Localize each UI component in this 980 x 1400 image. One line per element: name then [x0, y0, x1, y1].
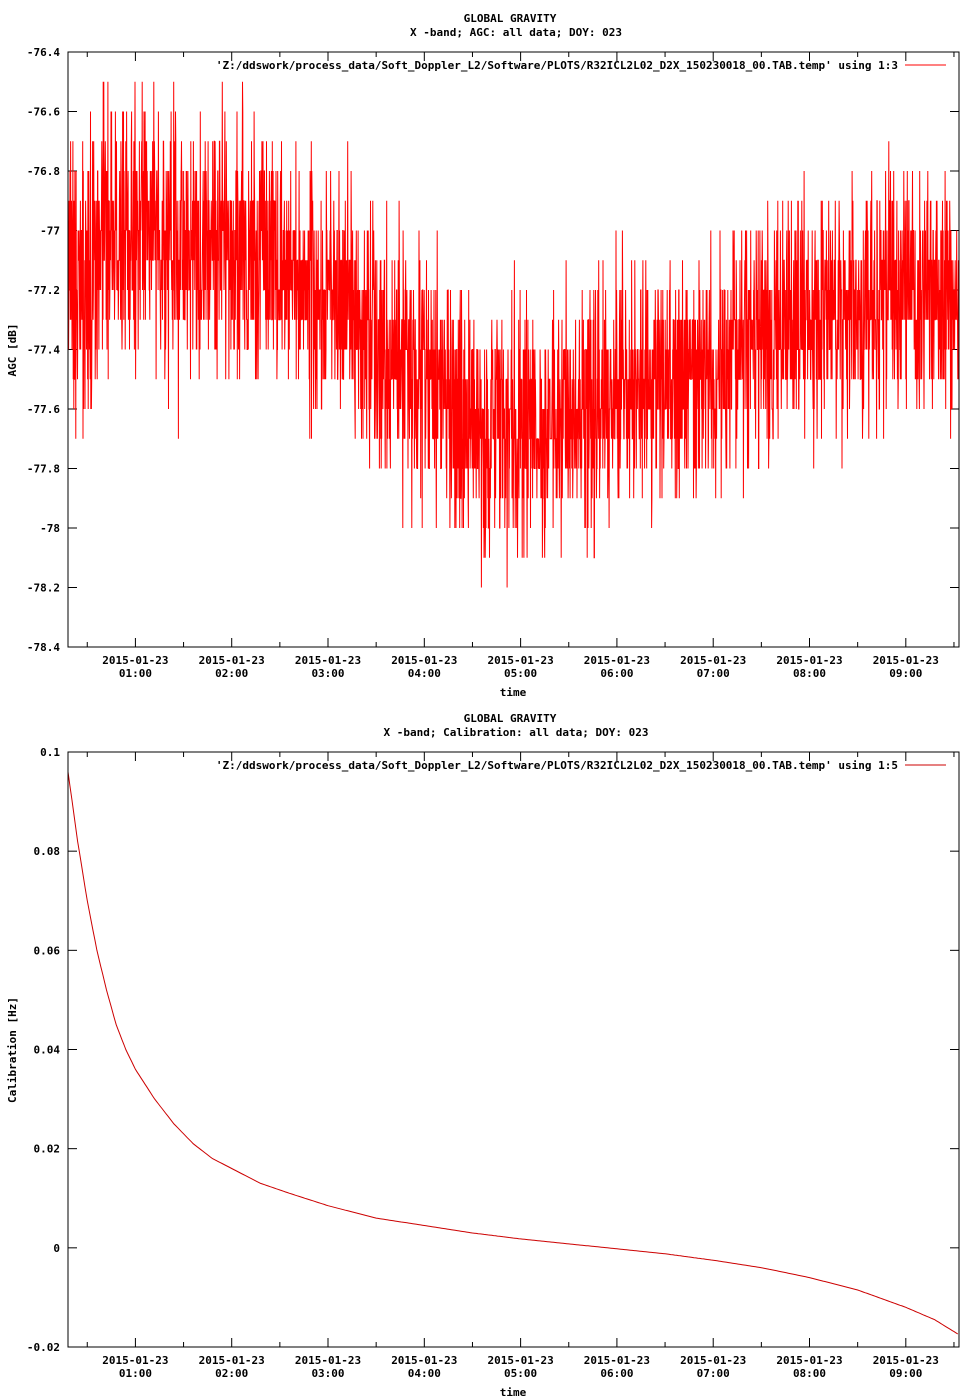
agc-y-tick-labels: -76.4 -76.6 -76.8 -77 -77.2 -77.4 -77.6 -77.8 -7…	[27, 46, 60, 654]
x-tick-time: 03:00	[311, 667, 344, 680]
calibration-chart-title: GLOBAL GRAVITY	[464, 712, 557, 725]
agc-series-line	[67, 81, 960, 588]
x-tick-date: 2015-01-23	[295, 654, 361, 667]
calibration-x-axis-label: time	[500, 1386, 527, 1399]
x-tick-date: 2015-01-23	[487, 1354, 553, 1367]
y-tick-label: -77.2	[27, 284, 60, 297]
y-tick-label: 0.04	[34, 1044, 61, 1057]
y-tick-label: -77.6	[27, 403, 60, 416]
x-tick-date: 2015-01-23	[102, 1354, 168, 1367]
x-tick-date: 2015-01-23	[199, 1354, 265, 1367]
x-tick-date: 2015-01-23	[680, 1354, 746, 1367]
y-tick-label: 0.02	[34, 1143, 61, 1156]
x-tick-date: 2015-01-23	[199, 654, 265, 667]
agc-ticks	[68, 51, 959, 648]
x-tick-date: 2015-01-23	[873, 1354, 939, 1367]
x-tick-time: 08:00	[793, 667, 826, 680]
x-tick-date: 2015-01-23	[776, 1354, 842, 1367]
calibration-x-tick-labels: 2015-01-2301:002015-01-2302:002015-01-23…	[102, 1354, 939, 1380]
calibration-chart-subtitle: X -band; Calibration: all data; DOY: 023	[384, 726, 649, 739]
x-tick-date: 2015-01-23	[391, 654, 457, 667]
x-tick-date: 2015-01-23	[102, 654, 168, 667]
y-tick-label: -76.8	[27, 165, 60, 178]
x-tick-date: 2015-01-23	[584, 1354, 650, 1367]
x-tick-time: 05:00	[504, 1367, 537, 1380]
agc-chart-subtitle: X -band; AGC: all data; DOY: 023	[410, 26, 622, 39]
x-tick-time: 08:00	[793, 1367, 826, 1380]
y-tick-label: 0.06	[34, 944, 61, 957]
calibration-legend-label: 'Z:/ddswork/process_data/Soft_Doppler_L2…	[216, 759, 898, 772]
agc-x-tick-labels: 2015-01-2301:002015-01-2302:002015-01-23…	[102, 654, 939, 680]
y-tick-label: -77	[40, 225, 60, 238]
agc-legend-label: 'Z:/ddswork/process_data/Soft_Doppler_L2…	[216, 59, 898, 72]
calibration-y-tick-labels: 0.1 0.08 0.06 0.04 0.02 0 -0.02	[27, 746, 60, 1354]
x-tick-date: 2015-01-23	[391, 1354, 457, 1367]
calibration-y-axis-label: Calibration [Hz]	[6, 997, 19, 1103]
x-tick-date: 2015-01-23	[584, 654, 650, 667]
y-tick-label: 0.08	[34, 845, 61, 858]
agc-chart: GLOBAL GRAVITY X -band; AGC: all data; D…	[6, 12, 960, 699]
agc-plot-frame	[67, 51, 960, 648]
x-tick-time: 05:00	[504, 667, 537, 680]
y-tick-label: -77.8	[27, 463, 60, 476]
calibration-ticks	[68, 751, 959, 1348]
y-tick-label: 0.1	[40, 746, 60, 759]
x-tick-time: 07:00	[697, 1367, 730, 1380]
x-tick-date: 2015-01-23	[776, 654, 842, 667]
x-tick-date: 2015-01-23	[873, 654, 939, 667]
x-tick-time: 09:00	[889, 667, 922, 680]
x-tick-time: 04:00	[408, 1367, 441, 1380]
x-tick-date: 2015-01-23	[487, 654, 553, 667]
y-tick-label: -77.4	[27, 344, 60, 357]
x-tick-time: 04:00	[408, 667, 441, 680]
x-tick-time: 09:00	[889, 1367, 922, 1380]
calibration-chart: GLOBAL GRAVITY X -band; Calibration: all…	[6, 712, 960, 1399]
x-tick-time: 03:00	[311, 1367, 344, 1380]
calibration-series-line	[67, 771, 959, 1335]
calibration-plot-frame	[67, 751, 960, 1348]
x-tick-date: 2015-01-23	[680, 654, 746, 667]
y-tick-label: -78	[40, 522, 60, 535]
x-tick-date: 2015-01-23	[295, 1354, 361, 1367]
y-tick-label: 0	[53, 1242, 60, 1255]
y-tick-label: -76.6	[27, 106, 60, 119]
x-tick-time: 01:00	[119, 667, 152, 680]
x-tick-time: 02:00	[215, 667, 248, 680]
x-tick-time: 02:00	[215, 1367, 248, 1380]
y-tick-label: -0.02	[27, 1341, 60, 1354]
x-tick-time: 07:00	[697, 667, 730, 680]
agc-y-axis-label: AGC [dB]	[6, 324, 19, 377]
x-tick-time: 06:00	[600, 667, 633, 680]
y-tick-label: -78.4	[27, 641, 60, 654]
y-tick-label: -78.2	[27, 582, 60, 595]
agc-chart-title: GLOBAL GRAVITY	[464, 12, 557, 25]
x-tick-time: 01:00	[119, 1367, 152, 1380]
x-tick-time: 06:00	[600, 1367, 633, 1380]
agc-x-axis-label: time	[500, 686, 527, 699]
y-tick-label: -76.4	[27, 46, 60, 59]
